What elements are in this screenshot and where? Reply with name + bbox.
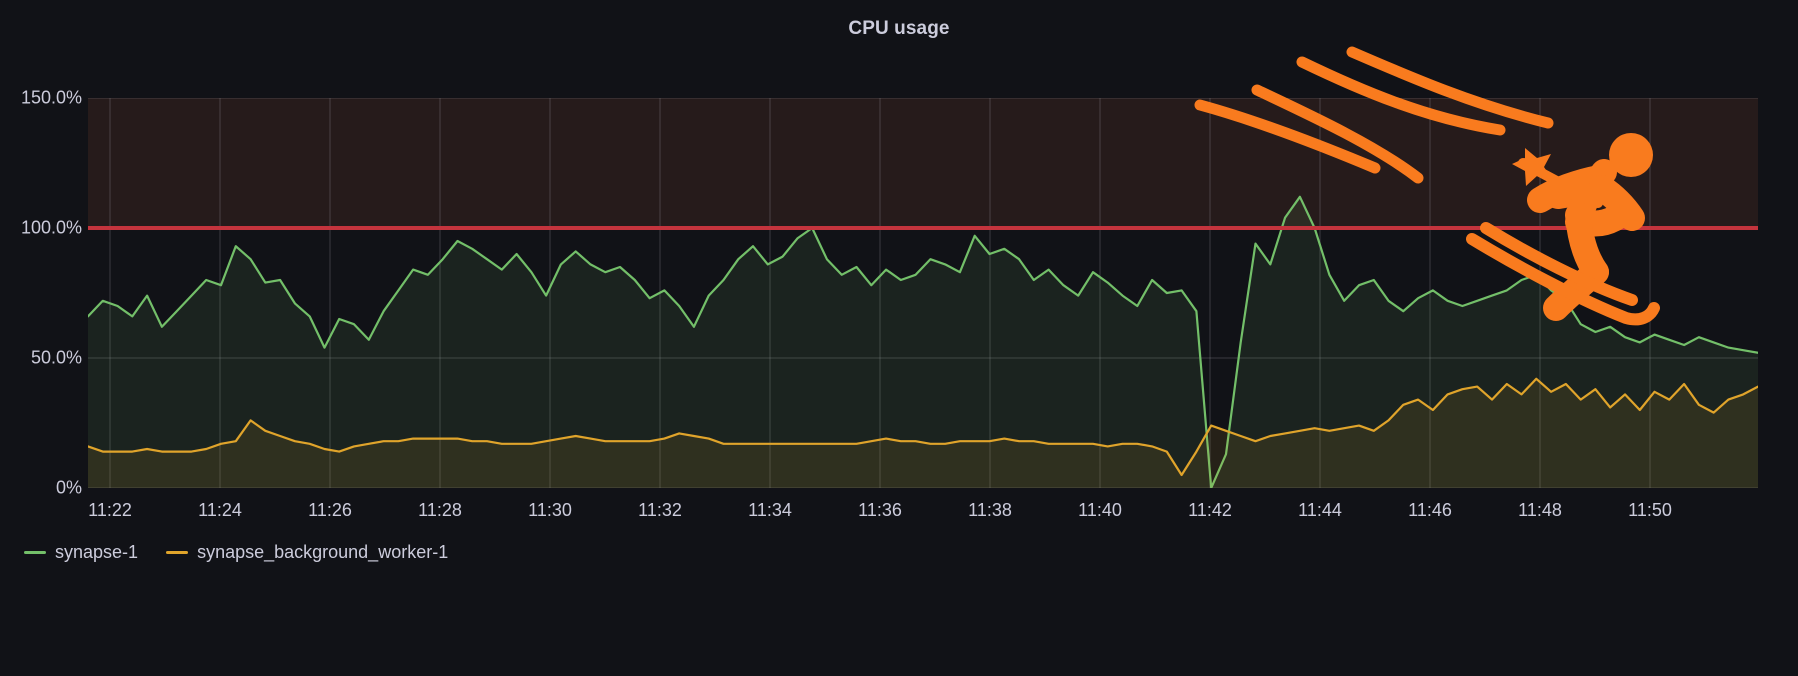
legend-label: synapse_background_worker-1	[197, 542, 449, 562]
plot-area[interactable]	[88, 98, 1758, 488]
x-axis-tick: 11:26	[308, 500, 352, 520]
page-title: CPU usage	[848, 18, 950, 39]
line-swatch-icon	[166, 551, 189, 554]
legend-item-1[interactable]: synapse_background_worker-1	[166, 542, 448, 563]
line-swatch-icon	[24, 551, 46, 554]
x-axis-tick: 11:44	[1298, 500, 1342, 520]
legend-item-0[interactable]: synapse-1	[24, 542, 138, 563]
y-axis-tick: 50.0%	[30, 347, 82, 368]
x-axis-tick: 11:46	[1408, 500, 1452, 520]
threshold-region	[88, 98, 1758, 228]
legend-label: synapse-1	[55, 542, 139, 562]
y-axis-tick: 100.0%	[20, 217, 82, 238]
series-line-1	[88, 377, 1758, 477]
x-axis-tick: 11:38	[968, 500, 1012, 520]
x-axis-tick: 11:32	[638, 500, 682, 520]
x-axis-tick: 11:34	[748, 500, 792, 520]
y-axis-tick: 150.0%	[20, 87, 82, 108]
series-area-0	[88, 196, 1758, 488]
chart-canvas	[88, 98, 1758, 488]
x-axis-tick: 11:30	[528, 500, 572, 520]
x-axis-tick: 11:42	[1188, 500, 1232, 520]
x-axis-tick: 11:36	[858, 500, 902, 520]
x-axis-tick: 11:24	[198, 500, 242, 520]
y-axis-tick: 0%	[55, 477, 82, 498]
x-axis-tick: 11:40	[1078, 500, 1122, 520]
x-axis-tick: 11:28	[418, 500, 462, 520]
x-axis-tick: 11:48	[1518, 500, 1562, 520]
series-layer	[88, 195, 1758, 488]
series-area-1	[88, 378, 1758, 488]
x-axis-tick: 11:50	[1628, 500, 1672, 520]
legend: synapse-1 synapse_background_worker-1	[24, 542, 448, 563]
x-axis-tick: 11:22	[88, 500, 132, 520]
